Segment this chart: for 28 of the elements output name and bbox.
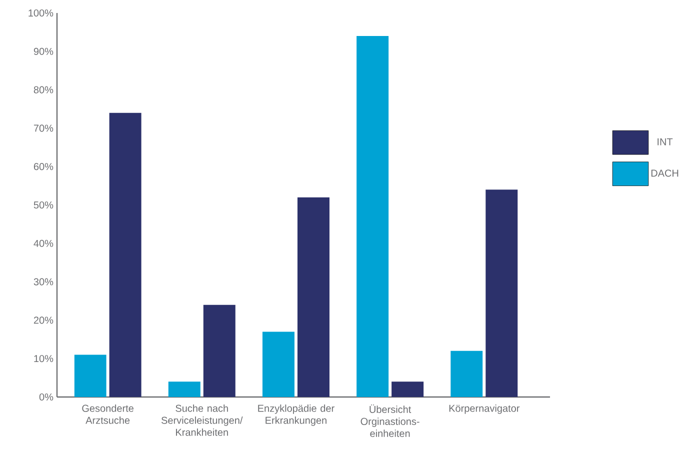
bar — [356, 36, 389, 397]
x-tick-label: Enzyklopädie der Erkrankungen — [258, 404, 334, 426]
y-tick-label: 100% — [28, 9, 54, 17]
bar — [392, 382, 424, 397]
y-tick-label: 60% — [34, 163, 54, 170]
bar — [203, 304, 236, 397]
y-tick-label: 90% — [34, 48, 54, 55]
y-tick-label: 20% — [34, 316, 54, 324]
y-tick-label: 0% — [39, 393, 54, 401]
legend-label: DACH — [651, 170, 678, 177]
y-tick-label: 80% — [34, 86, 54, 94]
x-tick-label: Körpernavigator — [449, 404, 520, 414]
x-tick-label: Übersicht Orginastions-einheiten — [360, 404, 420, 437]
x-tick-label: Gesonderte Arztsuche — [82, 404, 134, 424]
bar — [486, 190, 518, 397]
legend-label: INT — [658, 138, 673, 146]
y-tick-label: 50% — [34, 201, 54, 209]
bar — [74, 354, 106, 397]
bar — [262, 332, 294, 397]
bar — [168, 382, 200, 397]
bar — [450, 350, 483, 397]
bar — [109, 112, 142, 397]
y-tick-label: 40% — [34, 240, 54, 247]
y-tick-label: 10% — [34, 355, 54, 362]
bar — [297, 197, 330, 397]
y-tick-label: 70% — [34, 124, 54, 132]
x-tick-label: Suche nach Serviceleistungen/ Krankheiten — [161, 404, 243, 436]
y-tick-label: 30% — [34, 278, 54, 286]
